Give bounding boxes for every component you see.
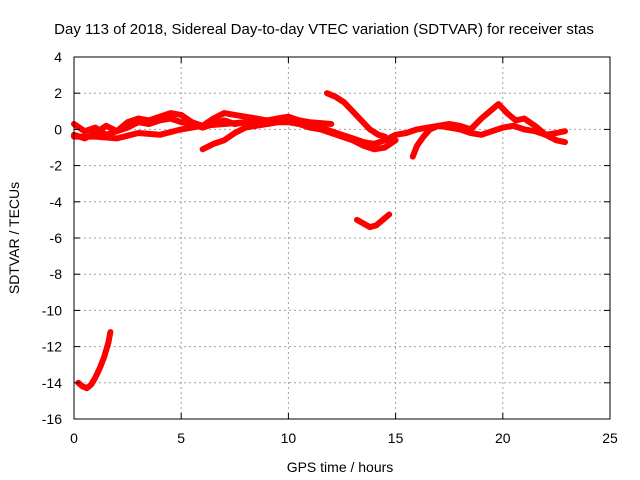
y-tick-label: -10: [42, 302, 62, 318]
y-tick-label: -8: [50, 266, 63, 282]
series-track-h: [354, 211, 393, 231]
series-track-c: [71, 115, 335, 142]
x-tick-label: 10: [281, 430, 297, 446]
y-tick-label: 2: [54, 85, 62, 101]
x-tick-label: 20: [495, 430, 511, 446]
series-track-i: [75, 329, 114, 392]
y-tick-label: -14: [42, 375, 62, 391]
chart-title: Day 113 of 2018, Sidereal Day-to-day VTE…: [54, 21, 594, 38]
y-tick-label: -16: [42, 411, 62, 427]
x-tick-label: 0: [70, 430, 78, 446]
y-tick-label: 4: [54, 49, 62, 65]
y-tick-label: -12: [42, 339, 62, 355]
series-layer: [71, 90, 568, 392]
x-tick-label: 5: [177, 430, 185, 446]
x-tick-label: 25: [602, 430, 618, 446]
x-axis-label: GPS time / hours: [287, 459, 394, 475]
y-tick-label: -6: [50, 230, 63, 246]
y-tick-label: -4: [50, 194, 63, 210]
y-tick-label: -2: [50, 158, 63, 174]
y-axis-label: SDTVAR / TECUs: [6, 182, 22, 294]
grid-layer: [74, 57, 610, 419]
series-track-e: [324, 90, 388, 140]
x-tick-label: 15: [388, 430, 404, 446]
series-track-g: [409, 101, 568, 160]
y-tick-label: 0: [54, 121, 62, 137]
